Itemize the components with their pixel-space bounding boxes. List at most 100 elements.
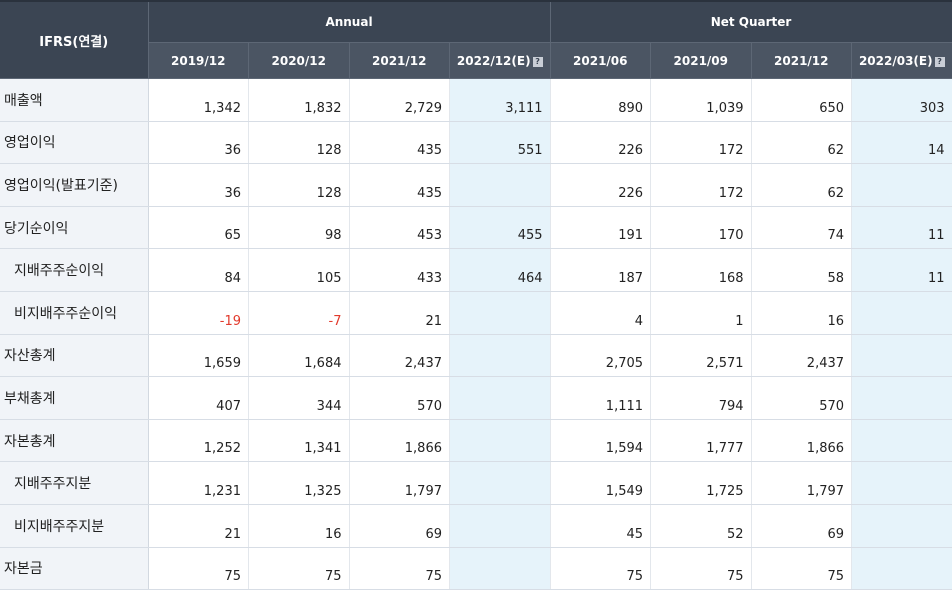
table-cell: 128 bbox=[248, 121, 350, 165]
table-cell bbox=[851, 334, 952, 378]
table-cell: 303 bbox=[851, 78, 952, 122]
table-cell: 36 bbox=[148, 163, 249, 207]
table-cell: 75 bbox=[650, 547, 752, 590]
table-cell: 1,111 bbox=[550, 376, 652, 420]
table-cell: 62 bbox=[751, 163, 853, 207]
table-cell: 84 bbox=[148, 248, 249, 292]
row-label[interactable]: 부채총계 bbox=[0, 376, 149, 420]
table-cell: 75 bbox=[248, 547, 350, 590]
table-cell: 2,437 bbox=[349, 334, 450, 378]
table-row: 매출액 1,342 1,832 2,729 3,111 890 1,039 650 303 bbox=[0, 78, 952, 122]
table-cell: 1,231 bbox=[148, 461, 249, 505]
row-label[interactable]: 지배주주순이익 bbox=[0, 248, 149, 292]
table-cell: 2,705 bbox=[550, 334, 652, 378]
table-cell: 570 bbox=[349, 376, 450, 420]
table-cell: 74 bbox=[751, 206, 853, 250]
column-header: 2021/12 bbox=[751, 42, 853, 79]
table-cell: 1,797 bbox=[751, 461, 853, 505]
help-icon[interactable]: ? bbox=[934, 56, 945, 67]
column-header: 2021/09 bbox=[650, 42, 752, 79]
row-label[interactable]: 비지배주주순이익 bbox=[0, 291, 149, 335]
table-cell: 58 bbox=[751, 248, 853, 292]
table-cell: 1,341 bbox=[248, 419, 350, 463]
table-row: 당기순이익 65 98 453 455 191 170 74 11 bbox=[0, 206, 952, 250]
table-cell: 650 bbox=[751, 78, 853, 122]
table-cell bbox=[851, 163, 952, 207]
help-icon[interactable]: ? bbox=[532, 56, 543, 67]
ifrs-header: IFRS(연결) bbox=[0, 0, 149, 79]
table-cell: 2,437 bbox=[751, 334, 853, 378]
table-cell: 21 bbox=[349, 291, 450, 335]
table-cell: 890 bbox=[550, 78, 652, 122]
column-header: 2019/12 bbox=[148, 42, 249, 79]
row-label[interactable]: 매출액 bbox=[0, 78, 149, 122]
table-cell: 62 bbox=[751, 121, 853, 165]
table-cell: 407 bbox=[148, 376, 249, 420]
table-cell: 2,729 bbox=[349, 78, 450, 122]
table-cell: 435 bbox=[349, 163, 450, 207]
table-cell: 433 bbox=[349, 248, 450, 292]
table-cell: 105 bbox=[248, 248, 350, 292]
table-row: 자본총계 1,252 1,341 1,866 1,594 1,777 1,866 bbox=[0, 419, 952, 463]
table-cell: 1,777 bbox=[650, 419, 752, 463]
table-cell: 551 bbox=[449, 121, 551, 165]
table-row: 영업이익 36 128 435 551 226 172 62 14 bbox=[0, 121, 952, 165]
table-cell: 226 bbox=[550, 163, 652, 207]
column-header: 2021/12 bbox=[349, 42, 450, 79]
table-cell: 11 bbox=[851, 206, 952, 250]
row-label[interactable]: 영업이익 bbox=[0, 121, 149, 165]
table-cell bbox=[449, 163, 551, 207]
table-cell: 4 bbox=[550, 291, 652, 335]
table-cell: 75 bbox=[550, 547, 652, 590]
table-cell: 65 bbox=[148, 206, 249, 250]
table-cell: 14 bbox=[851, 121, 952, 165]
table-cell: 1,039 bbox=[650, 78, 752, 122]
table-cell: 344 bbox=[248, 376, 350, 420]
table-cell bbox=[851, 419, 952, 463]
row-label[interactable]: 자본총계 bbox=[0, 419, 149, 463]
row-label[interactable]: 자본금 bbox=[0, 547, 149, 590]
table-cell: 75 bbox=[148, 547, 249, 590]
table-cell: 1,797 bbox=[349, 461, 450, 505]
table-cell: -7 bbox=[248, 291, 350, 335]
table-cell: 11 bbox=[851, 248, 952, 292]
table-cell: 172 bbox=[650, 121, 752, 165]
table-cell: 168 bbox=[650, 248, 752, 292]
table-cell: 570 bbox=[751, 376, 853, 420]
table-cell: 1,325 bbox=[248, 461, 350, 505]
table-cell: 1,659 bbox=[148, 334, 249, 378]
table-cell: 1,252 bbox=[148, 419, 249, 463]
table-row: 부채총계 407 344 570 1,111 794 570 bbox=[0, 376, 952, 420]
row-label[interactable]: 당기순이익 bbox=[0, 206, 149, 250]
table-cell: 1,594 bbox=[550, 419, 652, 463]
table-cell bbox=[449, 291, 551, 335]
table-cell: 191 bbox=[550, 206, 652, 250]
table-cell: 1,684 bbox=[248, 334, 350, 378]
table-cell: 1,725 bbox=[650, 461, 752, 505]
table-cell: 1,342 bbox=[148, 78, 249, 122]
table-cell: 1 bbox=[650, 291, 752, 335]
table-row: 영업이익(발표기준) 36 128 435 226 172 62 bbox=[0, 163, 952, 207]
row-label[interactable]: 영업이익(발표기준) bbox=[0, 163, 149, 207]
table-cell bbox=[449, 461, 551, 505]
table-cell bbox=[851, 547, 952, 590]
table-cell bbox=[851, 376, 952, 420]
table-cell: 75 bbox=[349, 547, 450, 590]
table-cell: 464 bbox=[449, 248, 551, 292]
annual-group-header: Annual bbox=[148, 0, 551, 43]
table-row: 지배주주지분 1,231 1,325 1,797 1,549 1,725 1,797 bbox=[0, 461, 952, 505]
table-cell: 1,866 bbox=[349, 419, 450, 463]
table-cell: 453 bbox=[349, 206, 450, 250]
table-cell: 16 bbox=[751, 291, 853, 335]
table-cell: 435 bbox=[349, 121, 450, 165]
table-row: 지배주주순이익 84 105 433 464 187 168 58 11 bbox=[0, 248, 952, 292]
row-label[interactable]: 자산총계 bbox=[0, 334, 149, 378]
row-label[interactable]: 지배주주지분 bbox=[0, 461, 149, 505]
table-cell: 226 bbox=[550, 121, 652, 165]
table-cell bbox=[449, 547, 551, 590]
table-row: 자산총계 1,659 1,684 2,437 2,705 2,571 2,437 bbox=[0, 334, 952, 378]
table-row: 자본금 75 75 75 75 75 75 bbox=[0, 547, 952, 590]
table-cell: 98 bbox=[248, 206, 350, 250]
table-cell: 794 bbox=[650, 376, 752, 420]
